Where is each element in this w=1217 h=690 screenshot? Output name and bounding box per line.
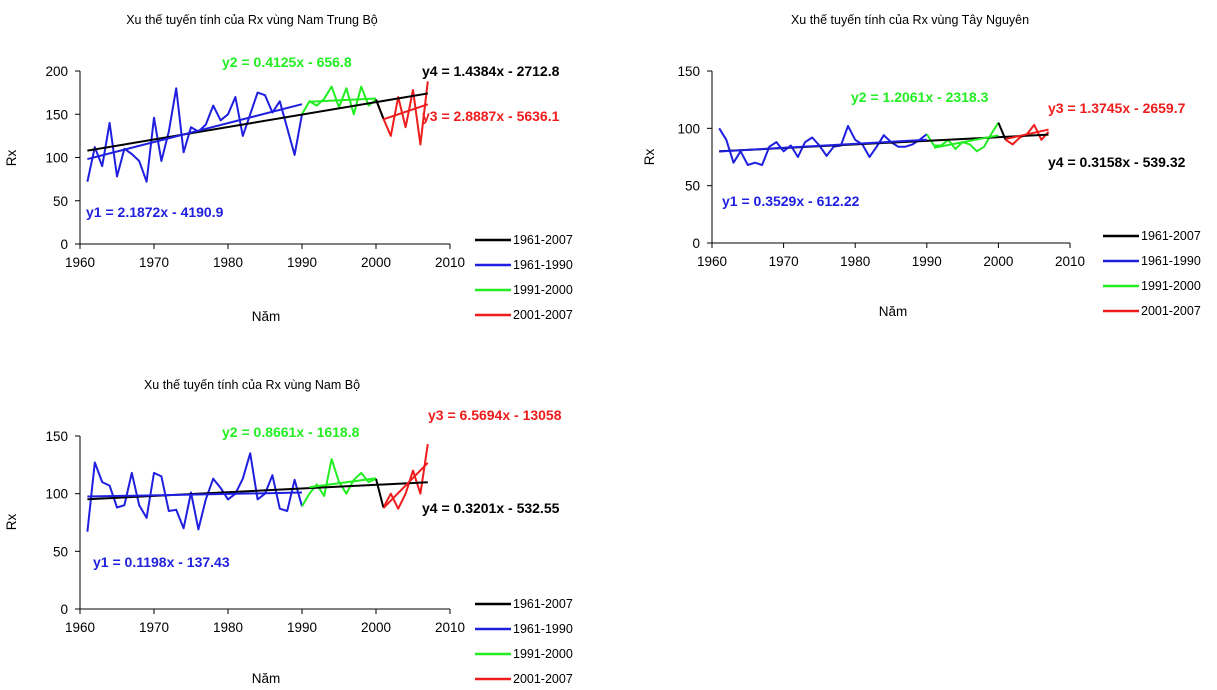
- y-axis-label: Rx: [4, 514, 19, 531]
- y-tick-label: 50: [53, 194, 68, 209]
- x-tick-label: 2000: [361, 255, 391, 270]
- x-tick-label: 2000: [983, 254, 1013, 269]
- equation-y3: y3 = 2.8887x - 5636.1: [422, 108, 560, 124]
- equation-y1: y1 = 2.1872x - 4190.9: [86, 204, 224, 220]
- equation-y1: y1 = 0.1198x - 137.43: [93, 554, 230, 570]
- equation-y3: y3 = 6.5694x - 13058: [428, 407, 562, 423]
- x-tick-label: 1970: [769, 254, 799, 269]
- equation-y3: y3 = 1.3745x - 2659.7: [1048, 100, 1186, 116]
- data-lines: [86, 81, 429, 183]
- trend-line-2001-2007: [383, 103, 429, 121]
- data-lines: [86, 443, 429, 532]
- chart-title: Xu thế tuyến tính của Rx vùng Nam Bộ: [144, 378, 360, 392]
- x-tick-label: 1960: [65, 255, 95, 270]
- y-tick-label: 150: [677, 64, 700, 79]
- y-tick-label: 150: [45, 429, 68, 444]
- trend-lines: [87, 92, 429, 161]
- legend: 1961-2007 1961-1990 1991-2000 2001-2007: [475, 597, 573, 686]
- x-tick-label: 1970: [139, 620, 169, 635]
- x-tick-label: 1990: [912, 254, 942, 269]
- y-tick-label: 100: [45, 487, 68, 502]
- trend-line-1991-2000: [309, 477, 377, 489]
- equation-y2: y2 = 0.8661x - 1618.8: [222, 424, 360, 440]
- y-tick-label: 100: [677, 121, 700, 136]
- legend-label: 1991-2000: [513, 283, 573, 297]
- series-line-2001-2007: [382, 443, 429, 510]
- trend-line-1991-2000: [309, 97, 377, 103]
- x-axis-label: Năm: [252, 671, 281, 686]
- legend-label: 1961-1990: [513, 258, 573, 272]
- y-tick-label: 200: [45, 64, 68, 79]
- legend-label: 1991-2000: [1141, 279, 1201, 293]
- x-tick-label: 1970: [139, 255, 169, 270]
- x-tick-label: 1980: [213, 620, 243, 635]
- x-tick-label: 2010: [435, 255, 465, 270]
- y-tick-label: 0: [692, 236, 700, 251]
- trend-line-1961-2007: [87, 92, 428, 152]
- y-axis-label: Rx: [642, 149, 657, 166]
- series-line-1991-2000: [301, 85, 377, 116]
- legend-label: 1961-2007: [513, 597, 573, 611]
- equation-y1: y1 = 0.3529x - 612.22: [722, 193, 860, 209]
- x-tick-label: 1980: [213, 255, 243, 270]
- y-tick-label: 50: [685, 179, 700, 194]
- equation-y4: y4 = 0.3158x - 539.32: [1048, 154, 1186, 170]
- chart-nam-bo: Xu thế tuyến tính của Rx vùng Nam Bộ 0 50…: [4, 378, 573, 686]
- chart-title: Xu thế tuyến tính của Rx vùng Tây Nguyên: [791, 13, 1029, 27]
- legend-label: 1961-1990: [513, 622, 573, 636]
- equation-y4: y4 = 0.3201x - 532.55: [422, 500, 560, 516]
- x-tick-label: 1990: [287, 255, 317, 270]
- chart-title: Xu thế tuyến tính của Rx vùng Nam Trung …: [126, 13, 378, 27]
- equation-y2: y2 = 0.4125x - 656.8: [222, 54, 352, 70]
- trend-lines: [87, 462, 429, 509]
- trend-line-1961-1990: [87, 491, 303, 498]
- axes: 0 50 100 150 200 1960 1970 1980 1990 2000 2010: [45, 64, 465, 270]
- trend-line-2001-2007: [1005, 128, 1049, 141]
- x-axis-label: Năm: [252, 309, 281, 324]
- x-tick-label: 1960: [65, 620, 95, 635]
- legend: 1961-2007 1961-1990 1991-2000 2001-2007: [1103, 229, 1201, 318]
- y-tick-label: 0: [60, 602, 68, 617]
- x-tick-label: 1990: [287, 620, 317, 635]
- equation-y4: y4 = 1.4384x - 2712.8: [422, 63, 560, 79]
- y-tick-label: 100: [45, 151, 68, 166]
- x-tick-label: 2010: [1055, 254, 1085, 269]
- trend-lines: [719, 128, 1049, 153]
- trend-line-1961-1990: [87, 103, 303, 161]
- trend-line-2001-2007: [382, 462, 429, 509]
- legend-label: 2001-2007: [513, 672, 573, 686]
- legend-label: 1961-2007: [513, 233, 573, 247]
- y-tick-label: 50: [53, 544, 68, 559]
- x-tick-label: 1960: [697, 254, 727, 269]
- trend-line-1961-1990: [719, 138, 927, 153]
- legend: 1961-2007 1961-1990 1991-2000 2001-2007: [475, 233, 573, 322]
- x-tick-label: 1980: [840, 254, 870, 269]
- legend-label: 2001-2007: [1141, 304, 1201, 318]
- y-tick-label: 150: [45, 107, 68, 122]
- legend-label: 2001-2007: [513, 308, 573, 322]
- equation-y2: y2 = 1.2061x - 2318.3: [851, 89, 989, 105]
- axes: 0 50 100 150 1960 1970 1980 1990 2000 2010: [677, 64, 1085, 269]
- legend-label: 1991-2000: [513, 647, 573, 661]
- y-tick-label: 0: [60, 237, 68, 252]
- x-tick-label: 2010: [435, 620, 465, 635]
- legend-label: 1961-2007: [1141, 229, 1201, 243]
- trend-line-1991-2000: [933, 134, 999, 149]
- x-tick-label: 2000: [361, 620, 391, 635]
- series-line-1961-1990: [86, 87, 303, 183]
- y-axis-label: Rx: [4, 150, 19, 167]
- axes: 0 50 100 150 1960 1970 1980 1990 2000 2010: [45, 429, 465, 635]
- chart-nam-trung-bo: Xu thế tuyến tính của Rx vùng Nam Trung …: [4, 13, 573, 324]
- x-axis-label: Năm: [879, 304, 908, 319]
- legend-label: 1961-1990: [1141, 254, 1201, 268]
- chart-tay-nguyen: Xu thế tuyến tính của Rx vùng Tây Nguyên…: [642, 13, 1201, 319]
- series-line-1961-2007: [375, 478, 385, 508]
